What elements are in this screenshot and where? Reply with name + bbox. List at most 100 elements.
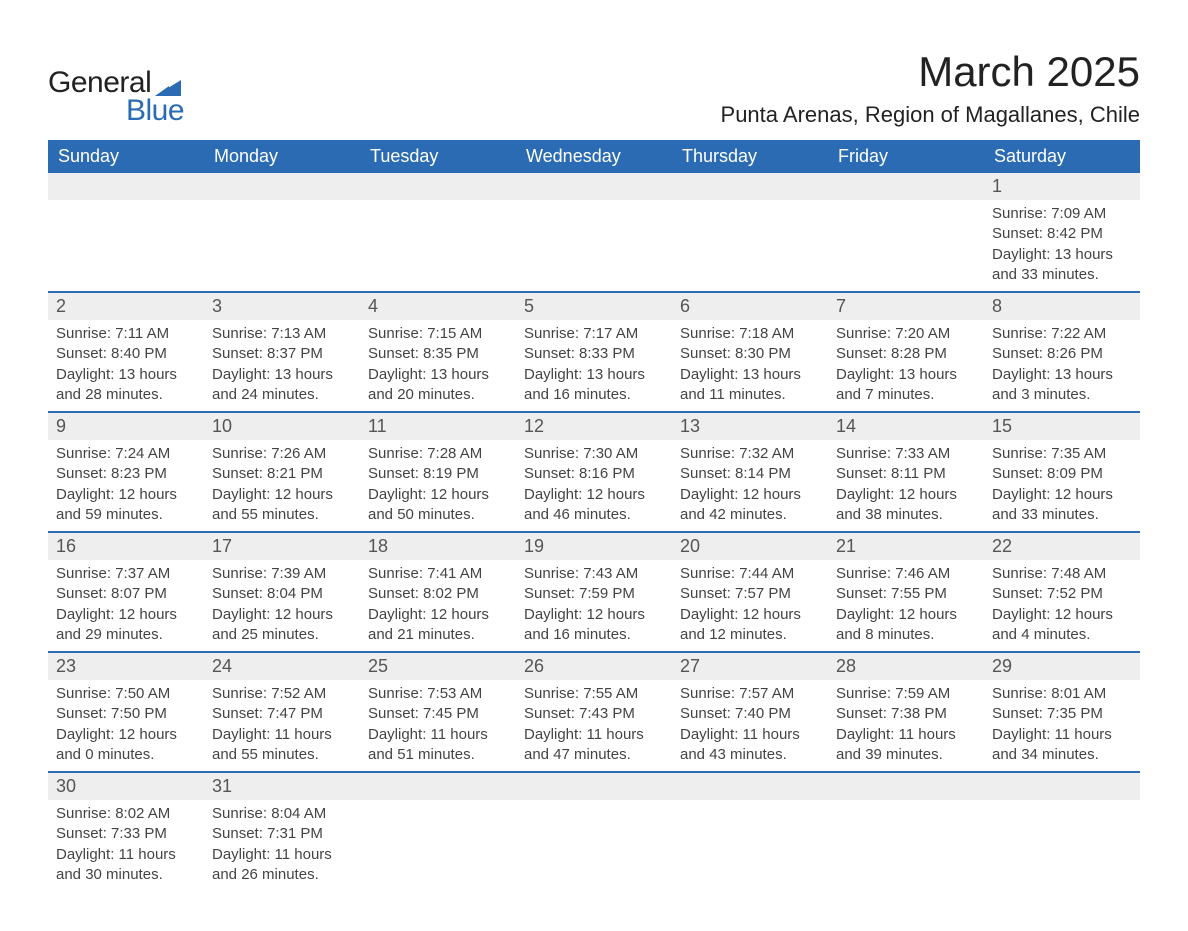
sunset-text: Sunset: 8:37 PM <box>212 344 352 364</box>
daylight-line1: Daylight: 11 hours <box>212 845 352 865</box>
week-content-row: Sunrise: 7:09 AMSunset: 8:42 PMDaylight:… <box>48 200 1140 292</box>
sunset-text: Sunset: 7:43 PM <box>524 704 664 724</box>
day-content-cell: Sunrise: 7:30 AMSunset: 8:16 PMDaylight:… <box>516 440 672 532</box>
week-daynum-row: 16171819202122 <box>48 532 1140 560</box>
daylight-line2: and 33 minutes. <box>992 505 1132 525</box>
sunset-text: Sunset: 7:33 PM <box>56 824 196 844</box>
daylight-line2: and 29 minutes. <box>56 625 196 645</box>
day-number-cell <box>360 173 516 200</box>
day-number-cell <box>984 772 1140 800</box>
daylight-line1: Daylight: 13 hours <box>56 365 196 385</box>
day-number-cell: 13 <box>672 412 828 440</box>
sunrise-text: Sunrise: 7:15 AM <box>368 324 508 344</box>
daylight-line1: Daylight: 13 hours <box>992 365 1132 385</box>
sunrise-text: Sunrise: 7:18 AM <box>680 324 820 344</box>
sunrise-text: Sunrise: 7:33 AM <box>836 444 976 464</box>
day-number-cell: 20 <box>672 532 828 560</box>
day-content-cell: Sunrise: 7:28 AMSunset: 8:19 PMDaylight:… <box>360 440 516 532</box>
day-content-cell: Sunrise: 7:39 AMSunset: 8:04 PMDaylight:… <box>204 560 360 652</box>
daylight-line1: Daylight: 11 hours <box>56 845 196 865</box>
daylight-line2: and 12 minutes. <box>680 625 820 645</box>
sunset-text: Sunset: 8:42 PM <box>992 224 1132 244</box>
sunset-text: Sunset: 8:16 PM <box>524 464 664 484</box>
day-content-cell: Sunrise: 7:32 AMSunset: 8:14 PMDaylight:… <box>672 440 828 532</box>
day-content-cell: Sunrise: 7:11 AMSunset: 8:40 PMDaylight:… <box>48 320 204 412</box>
week-daynum-row: 1 <box>48 173 1140 200</box>
col-saturday: Saturday <box>984 140 1140 173</box>
day-content-cell: Sunrise: 7:46 AMSunset: 7:55 PMDaylight:… <box>828 560 984 652</box>
day-content-cell: Sunrise: 7:41 AMSunset: 8:02 PMDaylight:… <box>360 560 516 652</box>
day-number-cell: 6 <box>672 292 828 320</box>
day-content-cell: Sunrise: 7:48 AMSunset: 7:52 PMDaylight:… <box>984 560 1140 652</box>
day-number-cell <box>828 772 984 800</box>
day-number-cell: 9 <box>48 412 204 440</box>
sunset-text: Sunset: 7:55 PM <box>836 584 976 604</box>
sunrise-text: Sunrise: 8:04 AM <box>212 804 352 824</box>
day-content-cell: Sunrise: 7:43 AMSunset: 7:59 PMDaylight:… <box>516 560 672 652</box>
daylight-line1: Daylight: 13 hours <box>368 365 508 385</box>
col-tuesday: Tuesday <box>360 140 516 173</box>
daylight-line2: and 55 minutes. <box>212 505 352 525</box>
daylight-line1: Daylight: 11 hours <box>524 725 664 745</box>
daylight-line2: and 51 minutes. <box>368 745 508 765</box>
daylight-line2: and 8 minutes. <box>836 625 976 645</box>
day-content-cell <box>360 200 516 292</box>
sunrise-text: Sunrise: 7:48 AM <box>992 564 1132 584</box>
sunset-text: Sunset: 8:23 PM <box>56 464 196 484</box>
sunrise-text: Sunrise: 7:43 AM <box>524 564 664 584</box>
day-number-cell: 29 <box>984 652 1140 680</box>
sunset-text: Sunset: 7:57 PM <box>680 584 820 604</box>
sunset-text: Sunset: 8:40 PM <box>56 344 196 364</box>
day-content-cell: Sunrise: 7:55 AMSunset: 7:43 PMDaylight:… <box>516 680 672 772</box>
day-content-cell: Sunrise: 8:04 AMSunset: 7:31 PMDaylight:… <box>204 800 360 891</box>
daylight-line1: Daylight: 12 hours <box>836 605 976 625</box>
day-number-cell: 16 <box>48 532 204 560</box>
daylight-line2: and 33 minutes. <box>992 265 1132 285</box>
title-block: March 2025 Punta Arenas, Region of Magal… <box>721 48 1140 128</box>
sunrise-text: Sunrise: 7:55 AM <box>524 684 664 704</box>
day-content-cell <box>516 800 672 891</box>
sunset-text: Sunset: 7:40 PM <box>680 704 820 724</box>
daylight-line1: Daylight: 12 hours <box>212 485 352 505</box>
day-number-cell: 5 <box>516 292 672 320</box>
brand-triangle-icon <box>155 74 181 101</box>
day-number-cell: 10 <box>204 412 360 440</box>
brand-logo: General Blue <box>48 58 184 128</box>
day-content-cell: Sunrise: 7:52 AMSunset: 7:47 PMDaylight:… <box>204 680 360 772</box>
day-content-cell: Sunrise: 7:17 AMSunset: 8:33 PMDaylight:… <box>516 320 672 412</box>
daylight-line1: Daylight: 12 hours <box>56 485 196 505</box>
daylight-line1: Daylight: 11 hours <box>368 725 508 745</box>
weekday-header-row: Sunday Monday Tuesday Wednesday Thursday… <box>48 140 1140 173</box>
daylight-line2: and 21 minutes. <box>368 625 508 645</box>
page-header: General Blue March 2025 Punta Arenas, Re… <box>48 48 1140 128</box>
daylight-line1: Daylight: 12 hours <box>56 725 196 745</box>
sunset-text: Sunset: 8:33 PM <box>524 344 664 364</box>
day-content-cell: Sunrise: 7:59 AMSunset: 7:38 PMDaylight:… <box>828 680 984 772</box>
day-number-cell: 31 <box>204 772 360 800</box>
day-number-cell: 17 <box>204 532 360 560</box>
sunset-text: Sunset: 7:35 PM <box>992 704 1132 724</box>
daylight-line2: and 4 minutes. <box>992 625 1132 645</box>
sunrise-text: Sunrise: 7:53 AM <box>368 684 508 704</box>
daylight-line2: and 38 minutes. <box>836 505 976 525</box>
daylight-line2: and 50 minutes. <box>368 505 508 525</box>
day-number-cell <box>204 173 360 200</box>
daylight-line2: and 24 minutes. <box>212 385 352 405</box>
day-content-cell: Sunrise: 7:09 AMSunset: 8:42 PMDaylight:… <box>984 200 1140 292</box>
day-number-cell <box>360 772 516 800</box>
sunset-text: Sunset: 7:31 PM <box>212 824 352 844</box>
col-friday: Friday <box>828 140 984 173</box>
day-number-cell: 25 <box>360 652 516 680</box>
sunrise-text: Sunrise: 7:22 AM <box>992 324 1132 344</box>
location-subtitle: Punta Arenas, Region of Magallanes, Chil… <box>721 102 1140 128</box>
sunset-text: Sunset: 7:52 PM <box>992 584 1132 604</box>
daylight-line2: and 55 minutes. <box>212 745 352 765</box>
daylight-line2: and 39 minutes. <box>836 745 976 765</box>
calendar-body: 1Sunrise: 7:09 AMSunset: 8:42 PMDaylight… <box>48 173 1140 891</box>
day-content-cell: Sunrise: 7:44 AMSunset: 7:57 PMDaylight:… <box>672 560 828 652</box>
daylight-line2: and 28 minutes. <box>56 385 196 405</box>
sunset-text: Sunset: 8:04 PM <box>212 584 352 604</box>
day-number-cell: 7 <box>828 292 984 320</box>
daylight-line2: and 34 minutes. <box>992 745 1132 765</box>
day-number-cell: 11 <box>360 412 516 440</box>
